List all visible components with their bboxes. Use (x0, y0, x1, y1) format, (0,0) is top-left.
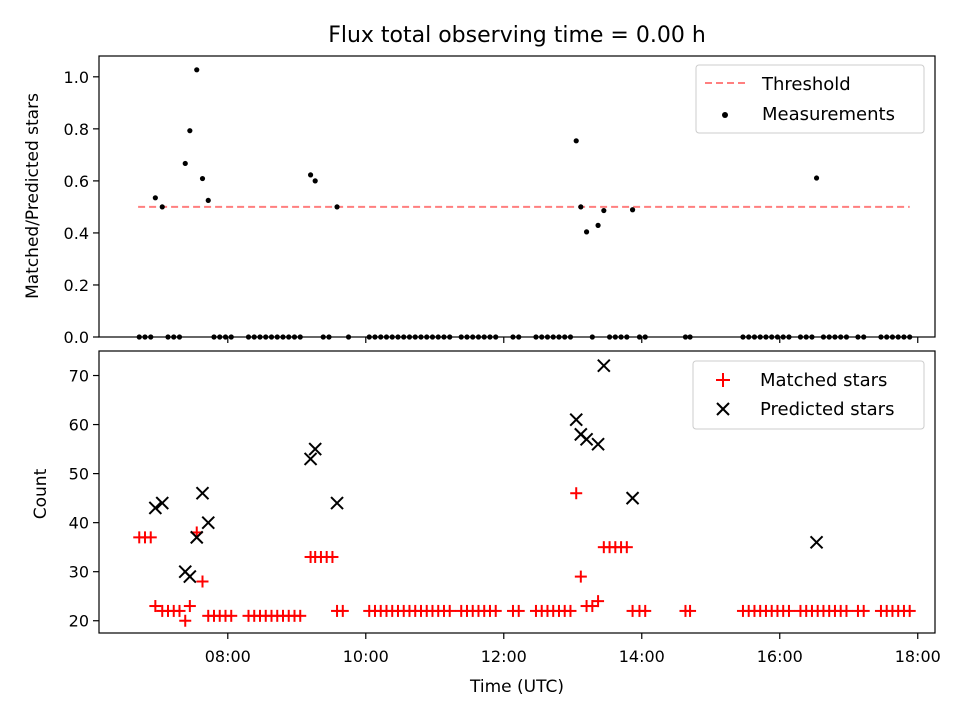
y-tick-label: 60 (69, 416, 89, 435)
matched-star-point (144, 531, 157, 544)
predicted-star-point (569, 412, 583, 427)
measurement-point (307, 172, 314, 178)
measurement-point (601, 207, 607, 214)
matched-star-point (840, 604, 853, 617)
top-legend: Threshold Measurements (695, 64, 925, 134)
measurement-point (813, 175, 820, 181)
legend-predicted-swatch (716, 402, 730, 416)
top-panel: Flux total observing time = 0.00 h Match… (23, 23, 936, 347)
predicted-star-point (190, 530, 204, 545)
x-tick-label: 14:00 (619, 647, 665, 666)
legend-matched-swatch (716, 373, 730, 387)
matched-star-point (857, 604, 870, 617)
matched-star-point (225, 609, 238, 622)
measurement-point (205, 197, 211, 204)
predicted-star-point (330, 496, 344, 510)
predicted-star-point (155, 496, 169, 510)
y-tick-label: 0.2 (64, 276, 89, 295)
predicted-star-point (308, 442, 322, 456)
measurement-point (334, 204, 340, 210)
matched-star-point (326, 550, 339, 563)
predicted-star-point (809, 535, 824, 549)
legend-measurements-label: Measurements (762, 104, 895, 125)
bottom-y-ticks: 20 30 40 50 60 70 (69, 367, 99, 631)
bottom-x-ticks: 08:00 10:00 12:00 14:00 16:00 18:00 (205, 633, 941, 666)
bottom-legend-box (692, 360, 925, 430)
top-y-ticks: 0.0 0.2 0.4 0.6 0.8 1.0 (64, 68, 99, 347)
measurement-point (159, 204, 165, 210)
predicted-star-point (597, 359, 611, 373)
x-tick-label: 10:00 (343, 647, 389, 666)
measurement-point (583, 229, 590, 235)
matched-star-point (512, 604, 525, 617)
matched-star-point (179, 614, 192, 627)
x-tick-label: 18:00 (895, 647, 941, 666)
matched-star-point (489, 604, 502, 617)
measurement-point (182, 160, 188, 167)
bottom-axes-frame (98, 350, 936, 634)
matched-star-point (443, 604, 456, 617)
chart-title: Flux total observing time = 0.00 h (328, 23, 706, 48)
matched-star-point (294, 609, 307, 622)
measurement-point (312, 178, 318, 184)
predicted-star-point (148, 501, 163, 515)
y-tick-label: 0.6 (64, 172, 89, 191)
x-tick-label: 08:00 (205, 647, 251, 666)
matched-star-point (173, 604, 186, 617)
matched-star-point (684, 604, 697, 617)
y-tick-label: 40 (69, 514, 89, 533)
predicted-stars-points (148, 359, 824, 584)
measurement-point (152, 195, 158, 201)
predicted-star-point (195, 486, 210, 500)
matched-star-point (620, 541, 633, 554)
legend-predicted-label: Predicted stars (760, 399, 894, 420)
legend-measurements-swatch (722, 112, 728, 118)
matched-star-point (336, 604, 349, 617)
matched-star-point (196, 575, 209, 588)
matched-star-point (564, 604, 577, 617)
measurement-point (629, 207, 636, 213)
matched-star-point (782, 604, 795, 617)
y-tick-label: 50 (69, 465, 89, 484)
measurement-point (573, 138, 579, 144)
bottom-legend: Matched stars Predicted stars (692, 360, 925, 430)
predicted-star-point (201, 515, 215, 530)
bottom-y-axis-label: Count (31, 468, 51, 519)
top-axes-frame (98, 55, 936, 338)
measurement-point (199, 175, 206, 182)
predicted-star-point (579, 432, 594, 446)
matched-star-point (903, 604, 916, 617)
y-tick-label: 70 (69, 367, 89, 386)
measurement-point (595, 222, 601, 228)
top-y-axis-label: Matched/Predicted stars (23, 93, 43, 299)
predicted-star-point (591, 437, 605, 451)
matched-star-point (592, 595, 605, 608)
matched-star-point (570, 487, 583, 500)
y-tick-label: 0.4 (64, 224, 89, 243)
matched-star-point (574, 570, 587, 583)
x-axis-label: Time (UTC) (469, 677, 564, 697)
x-tick-label: 12:00 (481, 647, 527, 666)
matched-stars-points (133, 487, 916, 627)
predicted-star-point (625, 491, 640, 505)
predicted-star-point (183, 569, 197, 584)
predicted-star-point (303, 452, 318, 466)
y-tick-label: 1.0 (64, 68, 89, 87)
matched-star-point (149, 600, 162, 613)
measurement-point (578, 204, 584, 210)
bottom-panel: Count Time (UTC) 20 30 40 50 60 70 08:00 10:00… (31, 350, 941, 697)
measurement-point (194, 67, 200, 73)
y-tick-label: 20 (69, 612, 89, 631)
matched-star-point (183, 600, 196, 613)
top-legend-box (695, 64, 925, 134)
legend-matched-label: Matched stars (760, 370, 887, 391)
legend-threshold-label: Threshold (761, 74, 851, 95)
y-tick-label: 30 (69, 563, 89, 582)
y-tick-label: 0.8 (64, 120, 89, 139)
x-tick-label: 16:00 (757, 647, 803, 666)
matched-star-point (639, 604, 652, 617)
y-tick-label: 0.0 (64, 328, 89, 347)
measurement-point (187, 128, 193, 134)
